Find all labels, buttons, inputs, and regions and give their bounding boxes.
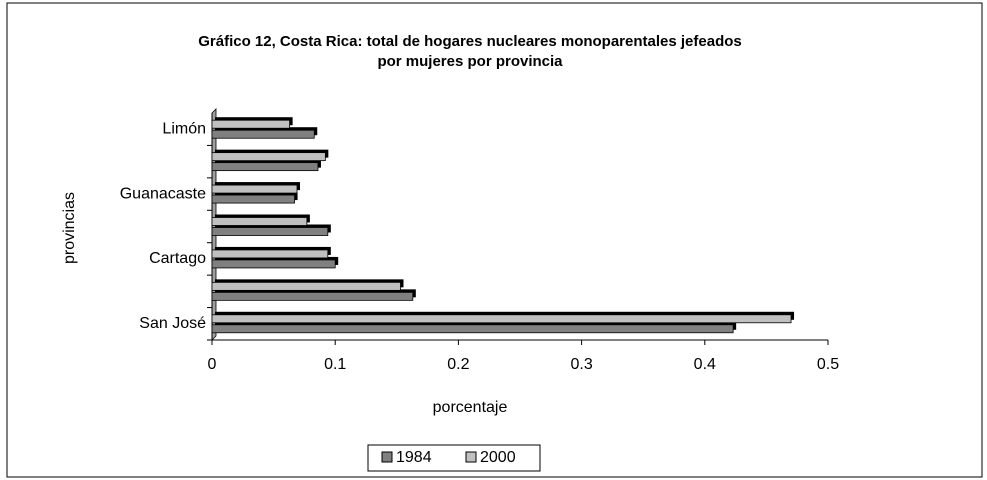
bar <box>211 217 308 226</box>
x-tick-label: 0.5 <box>817 356 839 373</box>
bar <box>211 227 329 236</box>
bar <box>211 291 414 301</box>
bar <box>211 184 298 194</box>
legend-swatch <box>465 451 477 463</box>
chart-subtitle: por mujeres por provincia <box>377 53 563 70</box>
frame <box>6 2 983 478</box>
y-tick-label: Cartago <box>149 250 206 267</box>
bar <box>211 249 329 259</box>
y-tick-label: San José <box>139 315 206 332</box>
bar <box>211 324 734 334</box>
chart-title: Gráfico 12, Costa Rica: total de hogares… <box>198 33 742 50</box>
bar <box>211 259 336 269</box>
bar <box>211 119 291 129</box>
y-tick-label: Limón <box>162 120 206 137</box>
x-tick-label: 0.2 <box>447 356 469 373</box>
bar <box>211 281 401 291</box>
y-tick-label: Guanacaste <box>120 185 206 202</box>
x-tick-label: 0.3 <box>570 356 592 373</box>
legend-label: 1984 <box>396 449 432 466</box>
legend-swatch <box>381 451 393 463</box>
x-tick-label: 0 <box>208 356 217 373</box>
x-tick-label: 0.1 <box>324 356 346 373</box>
bar <box>211 314 792 324</box>
bar <box>211 194 295 204</box>
bar <box>211 152 326 162</box>
x-axis-label: porcentaje <box>433 399 508 416</box>
bar <box>211 129 315 139</box>
legend-label: 2000 <box>480 449 516 466</box>
legend-box <box>367 444 541 472</box>
y-axis-label: provincias <box>61 192 78 264</box>
x-tick-label: 0.4 <box>694 356 716 373</box>
bar <box>211 162 319 172</box>
